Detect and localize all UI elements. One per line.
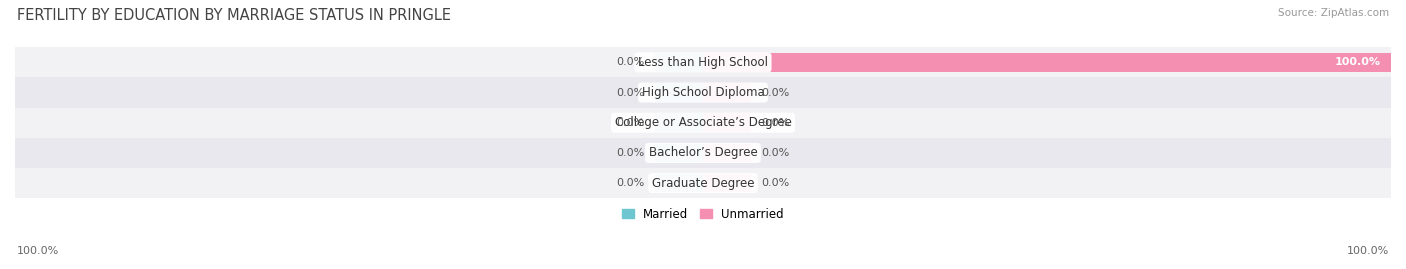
Text: Less than High School: Less than High School xyxy=(638,56,768,69)
Bar xyxy=(15,168,1391,198)
Bar xyxy=(703,174,751,192)
Text: 100.0%: 100.0% xyxy=(1347,246,1389,256)
Bar xyxy=(15,47,1391,77)
Bar xyxy=(15,108,1391,138)
Text: 100.0%: 100.0% xyxy=(17,246,59,256)
Bar xyxy=(655,144,703,162)
Bar xyxy=(655,53,703,72)
Text: 0.0%: 0.0% xyxy=(762,148,790,158)
Text: College or Associate’s Degree: College or Associate’s Degree xyxy=(614,116,792,129)
Text: 0.0%: 0.0% xyxy=(616,148,644,158)
Legend: Married, Unmarried: Married, Unmarried xyxy=(617,203,789,225)
Text: 0.0%: 0.0% xyxy=(762,178,790,188)
Text: Bachelor’s Degree: Bachelor’s Degree xyxy=(648,146,758,160)
Bar xyxy=(703,113,751,132)
Bar xyxy=(655,174,703,192)
Bar xyxy=(15,77,1391,108)
Text: 0.0%: 0.0% xyxy=(616,178,644,188)
Text: 0.0%: 0.0% xyxy=(616,87,644,98)
Text: High School Diploma: High School Diploma xyxy=(641,86,765,99)
Text: Source: ZipAtlas.com: Source: ZipAtlas.com xyxy=(1278,8,1389,18)
Text: Graduate Degree: Graduate Degree xyxy=(652,177,754,190)
Bar xyxy=(655,83,703,102)
Text: 0.0%: 0.0% xyxy=(762,118,790,128)
Bar xyxy=(15,138,1391,168)
Bar xyxy=(655,113,703,132)
Text: 0.0%: 0.0% xyxy=(616,57,644,67)
Bar xyxy=(703,53,1391,72)
Bar xyxy=(703,144,751,162)
Text: 100.0%: 100.0% xyxy=(1334,57,1381,67)
Text: 0.0%: 0.0% xyxy=(616,118,644,128)
Bar xyxy=(703,83,751,102)
Text: 0.0%: 0.0% xyxy=(762,87,790,98)
Text: FERTILITY BY EDUCATION BY MARRIAGE STATUS IN PRINGLE: FERTILITY BY EDUCATION BY MARRIAGE STATU… xyxy=(17,8,451,23)
